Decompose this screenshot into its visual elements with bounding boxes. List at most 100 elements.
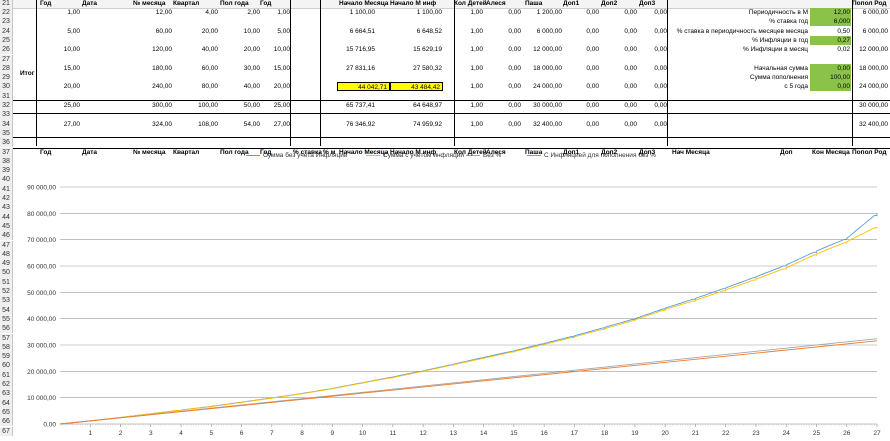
column-header-bottom-18[interactable]: Кон Месяца	[812, 148, 850, 156]
cell-r22-c0[interactable]: 1,00	[67, 9, 80, 16]
cell-r34-c0[interactable]: 27,00	[63, 120, 80, 128]
cell-r28-popol[interactable]: 18 000,00	[859, 64, 888, 72]
column-header-13[interactable]: Доп3	[639, 0, 656, 7]
cell-r32-c2[interactable]: 100,00	[198, 102, 218, 109]
row-number-49[interactable]: 49	[0, 259, 13, 269]
row-number-56[interactable]: 56	[0, 324, 13, 334]
row-number-39[interactable]: 39	[0, 166, 13, 176]
cell-r28-c9[interactable]: 18 000,00	[533, 64, 562, 72]
cell-r24-c2[interactable]: 20,00	[201, 27, 218, 35]
column-header-8[interactable]: Кол Детей	[454, 0, 487, 7]
legend-item-3[interactable]: С Инфляцией для пополнения без %	[527, 151, 656, 161]
cell-r26-c11[interactable]: 0,00	[624, 46, 637, 54]
param-label-4[interactable]: % Инфляции в месяц	[743, 46, 808, 54]
cell-r22-c11[interactable]: 0,00	[624, 9, 637, 16]
param-label-1[interactable]: % ставка год	[769, 18, 808, 26]
column-header-bottom-2[interactable]: № месяца	[133, 148, 166, 156]
cell-r28-c5[interactable]: 27 831,16	[346, 64, 375, 72]
cell-r26-c1[interactable]: 120,00	[152, 46, 172, 54]
cell-r22-c9[interactable]: 1 200,00	[536, 9, 562, 16]
cell-r34-c8[interactable]: 0,00	[508, 120, 521, 128]
column-header-bottom-15[interactable]: Доп3	[639, 148, 656, 156]
column-header-bottom-8[interactable]: Начало Месяца	[339, 148, 389, 156]
cell-r24-c11[interactable]: 0,00	[624, 27, 637, 35]
cell-r34-c5[interactable]: 76 346,92	[346, 120, 375, 128]
row-number-55[interactable]: 55	[0, 314, 13, 325]
column-header-bottom-6[interactable]: % ставка	[293, 148, 322, 156]
row-number-60[interactable]: 60	[0, 361, 13, 371]
column-header-5[interactable]: Год	[260, 0, 272, 7]
cell-r28-c6[interactable]: 27 580,32	[413, 64, 442, 72]
cell-r24-c6[interactable]: 6 648,52	[416, 27, 442, 35]
row-number-65[interactable]: 65	[0, 407, 13, 418]
column-header-12[interactable]: Доп2	[601, 0, 618, 7]
column-header-6[interactable]: Начало Месяца	[339, 0, 389, 7]
cell-r22-c7[interactable]: 1,00	[470, 9, 483, 16]
cell-r24-c7[interactable]: 1,00	[470, 27, 483, 35]
cell-r28-c12[interactable]: 0,00	[654, 64, 667, 72]
row-number-44[interactable]: 44	[0, 212, 13, 222]
cell-r28-c10[interactable]: 0,00	[586, 64, 599, 72]
cell-r34-c12[interactable]: 0,00	[654, 120, 667, 128]
row-number-30[interactable]: 30	[0, 82, 13, 92]
cell-r22-c3[interactable]: 2,00	[247, 9, 260, 16]
cell-r26-c5[interactable]: 15 716,95	[346, 46, 375, 54]
column-header-bottom-10[interactable]: Кол Детей	[454, 148, 487, 156]
cell-r26-popol[interactable]: 12 000,00	[859, 46, 888, 54]
column-header-4[interactable]: Пол года	[220, 0, 249, 7]
param-value-1[interactable]: 6,000	[810, 17, 851, 27]
row-number-66[interactable]: 66	[0, 417, 13, 427]
cell-r30-c10[interactable]: 0,00	[586, 83, 599, 91]
cell-r30-c12[interactable]: 0,00	[654, 83, 667, 91]
row-number-38[interactable]: 38	[0, 156, 13, 167]
cell-r30-c11[interactable]: 0,00	[624, 83, 637, 91]
param-value-2[interactable]: 0,50	[837, 27, 850, 35]
cell-r24-c8[interactable]: 0,00	[508, 27, 521, 35]
cell-r28-c3[interactable]: 30,00	[243, 64, 260, 72]
cell-r22-c6[interactable]: 1 100,00	[416, 9, 442, 16]
cell-r34-popol[interactable]: 32 400,00	[859, 120, 888, 128]
cell-r28-c2[interactable]: 60,00	[201, 64, 218, 72]
column-header-bottom-19[interactable]: Попол Род	[852, 148, 887, 156]
row-number-46[interactable]: 46	[0, 231, 13, 241]
param-label-7[interactable]: с 5 года	[784, 83, 808, 91]
row-number-34[interactable]: 34	[0, 119, 13, 129]
cell-r34-c10[interactable]: 0,00	[586, 120, 599, 128]
row-number-59[interactable]: 59	[0, 352, 13, 362]
row-number-27[interactable]: 27	[0, 54, 13, 64]
cell-r24-c9[interactable]: 6 000,00	[536, 27, 562, 35]
cell-r30-c4[interactable]: 20,00	[273, 83, 290, 91]
cell-r34-c1[interactable]: 324,00	[152, 120, 172, 128]
param-value-6[interactable]: 100,00	[810, 73, 851, 83]
row-number-61[interactable]: 61	[0, 370, 13, 380]
cell-r24-c12[interactable]: 0,00	[654, 27, 667, 35]
legend-item-1[interactable]: Сумма с учётом инфляции	[366, 151, 464, 161]
row-number-40[interactable]: 40	[0, 175, 13, 185]
cell-r30-c3[interactable]: 40,00	[243, 83, 260, 91]
param-label-2[interactable]: % ставка в периодичность месяцев месяца	[676, 27, 808, 35]
param-value-7[interactable]: 0,00	[810, 82, 851, 92]
column-header-7[interactable]: Начало М инф	[390, 0, 437, 7]
column-header-0[interactable]: Год	[40, 0, 52, 7]
row-number-29[interactable]: 29	[0, 73, 13, 83]
row-number-52[interactable]: 52	[0, 287, 13, 297]
row-number-37[interactable]: 37	[0, 147, 13, 157]
column-header-3[interactable]: Квартал	[173, 0, 200, 7]
cell-r28-c1[interactable]: 180,00	[152, 64, 172, 72]
param-value-5[interactable]: 0,00	[810, 63, 851, 73]
cell-r22-c10[interactable]: 0,00	[586, 9, 599, 16]
cell-r26-c7[interactable]: 1,00	[470, 46, 483, 54]
column-header-bottom-4[interactable]: Пол года	[220, 148, 249, 156]
cell-r30-c8[interactable]: 0,00	[508, 83, 521, 91]
cell-r32-c3[interactable]: 50,00	[243, 102, 260, 109]
row-number-35[interactable]: 35	[0, 128, 13, 139]
row-number-53[interactable]: 53	[0, 296, 13, 306]
param-label-5[interactable]: Начальная сумма	[754, 64, 808, 72]
cell-r22-popol[interactable]: 6 000,00	[862, 9, 888, 16]
row-number-31[interactable]: 31	[0, 91, 13, 101]
row-number-58[interactable]: 58	[0, 342, 13, 353]
row-number-42[interactable]: 42	[0, 194, 13, 204]
row-number-51[interactable]: 51	[0, 277, 13, 287]
row-number-26[interactable]: 26	[0, 45, 13, 55]
cell-r22-c1[interactable]: 12,00	[155, 9, 172, 16]
